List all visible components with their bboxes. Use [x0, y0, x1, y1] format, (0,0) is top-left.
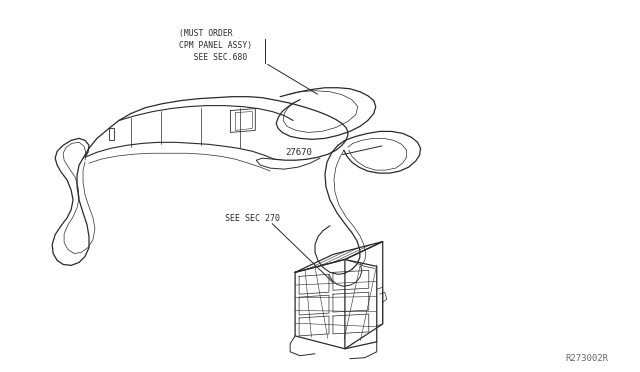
Text: R273002R: R273002R	[566, 354, 609, 363]
Text: SEE SEC 270: SEE SEC 270	[225, 214, 280, 223]
Text: 27670: 27670	[285, 148, 312, 157]
Text: (MUST ORDER
CPM PANEL ASSY)
   SEE SEC.680: (MUST ORDER CPM PANEL ASSY) SEE SEC.680	[179, 29, 252, 62]
